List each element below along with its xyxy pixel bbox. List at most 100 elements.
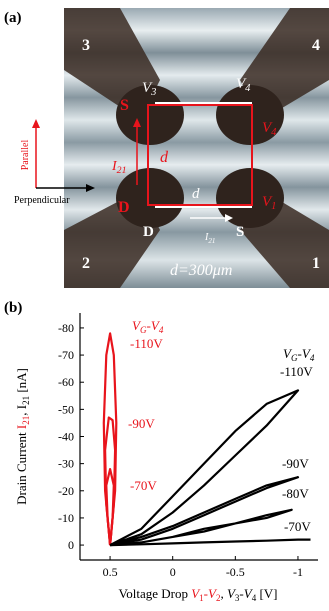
y-tick-label: -70 <box>58 348 74 362</box>
text-part: D <box>118 199 130 216</box>
photo-label: V3​ <box>142 80 156 98</box>
y-tick-label: -10 <box>58 511 74 525</box>
text-part: D <box>143 224 154 240</box>
text-part: -V <box>147 318 161 333</box>
data-line <box>110 538 311 547</box>
text-part: -110V <box>130 336 163 351</box>
photo-label: 4 <box>312 37 320 54</box>
y-tick-label: 0 <box>68 538 74 552</box>
text-part: 1 <box>312 255 320 272</box>
text-part: I <box>111 159 118 174</box>
subscript: 4 <box>252 593 257 603</box>
text-part: 2 <box>82 255 90 272</box>
text-part: -90V <box>282 456 309 471</box>
annotation: -80V <box>282 486 309 501</box>
data-line <box>109 389 300 547</box>
annotation: -90V <box>128 416 155 431</box>
photo-label: I21​ <box>111 159 126 176</box>
text-part: V <box>142 80 153 96</box>
subscript: 3 <box>235 593 240 603</box>
text-part: d <box>192 186 200 202</box>
photo-label: D <box>143 224 154 240</box>
annotation: -110V <box>280 364 313 379</box>
subscript: 1 <box>199 593 204 603</box>
label-part: -V <box>239 586 253 601</box>
annotation: -110V <box>130 336 163 351</box>
subscript: 21 <box>117 165 127 176</box>
photo-label: V4​ <box>236 76 251 94</box>
subscript: 21 <box>21 396 31 405</box>
text-part: -70V <box>130 478 157 493</box>
text-part: -110V <box>280 364 313 379</box>
subscript: 3 <box>150 87 156 98</box>
label-part: , V <box>220 586 237 601</box>
photo-label: d <box>192 186 200 202</box>
subscript: 21 <box>21 416 31 425</box>
text-part: V <box>262 120 273 136</box>
text-part: 3 <box>82 37 90 54</box>
label-part: I <box>14 425 29 429</box>
subscript: G <box>291 353 298 363</box>
subscript: 4 <box>245 83 251 94</box>
subscript: 4 <box>159 325 164 335</box>
data-line <box>105 468 115 546</box>
subscript: 1 <box>271 201 276 212</box>
subscript: 4 <box>310 353 315 363</box>
annotation: -70V <box>284 519 311 534</box>
subscript: G <box>140 325 147 335</box>
annotation: VG​-V4​ <box>283 346 315 363</box>
photo-label: d <box>160 149 169 166</box>
x-tick-label: 0 <box>170 565 176 579</box>
text-part: V <box>262 194 273 210</box>
data-line <box>109 476 300 547</box>
photo-label: d=300μm <box>170 262 232 279</box>
y-tick-label: -80 <box>58 321 74 335</box>
text-part: S <box>236 224 244 240</box>
label-part: Voltage Drop <box>119 586 192 601</box>
text-part: -80V <box>282 486 309 501</box>
data-line <box>110 508 293 547</box>
text-part: d <box>160 149 169 166</box>
photo-label: S <box>120 97 129 114</box>
text-part: -V <box>298 346 312 361</box>
orientation-arrows <box>32 119 95 192</box>
y-tick-label: -60 <box>58 375 74 389</box>
text-part: d=300μm <box>170 262 232 279</box>
photo-label: 3 <box>82 37 90 54</box>
subscript: 2 <box>216 593 221 603</box>
x-tick-label: -1 <box>293 565 303 579</box>
y-axis-label: Drain Current I21​, I21​ [nA] <box>14 368 31 505</box>
parallel-label: Parallel <box>20 140 31 171</box>
text-part: V <box>236 76 247 92</box>
photo-label: S <box>236 224 244 240</box>
text-part: V <box>283 346 293 361</box>
text-part: -70V <box>284 519 311 534</box>
label-part: -V <box>204 586 218 601</box>
label-part: [V] <box>256 586 277 601</box>
text-part: I <box>204 232 209 243</box>
y-tick-label: -50 <box>58 402 74 416</box>
subscript: 21 <box>208 237 215 245</box>
x-axis-label: Voltage Drop V1​-V2​, V3​-V4​ [V] <box>119 586 278 603</box>
label-part: Drain Current <box>14 429 29 505</box>
label-part: V <box>191 586 201 601</box>
text-part: -90V <box>128 416 155 431</box>
photo-label: V4​ <box>262 120 277 138</box>
y-tick-label: -20 <box>58 484 74 498</box>
panel-label: (b) <box>4 300 22 316</box>
photo-label: V1​ <box>262 194 276 212</box>
text-part: V <box>132 318 142 333</box>
perpendicular-label: Perpendicular <box>14 195 70 206</box>
panel-label: (a) <box>4 10 22 26</box>
text-part: S <box>120 97 129 114</box>
x-tick-label: 0.5 <box>103 565 118 579</box>
label-part: [nA] <box>14 368 29 396</box>
subscript: 4 <box>271 127 277 138</box>
text-part: 4 <box>312 37 320 54</box>
annotation: -70V <box>130 478 157 493</box>
annotation: -90V <box>282 456 309 471</box>
photo-label: I21​ <box>204 232 215 245</box>
y-tick-label: -30 <box>58 457 74 471</box>
